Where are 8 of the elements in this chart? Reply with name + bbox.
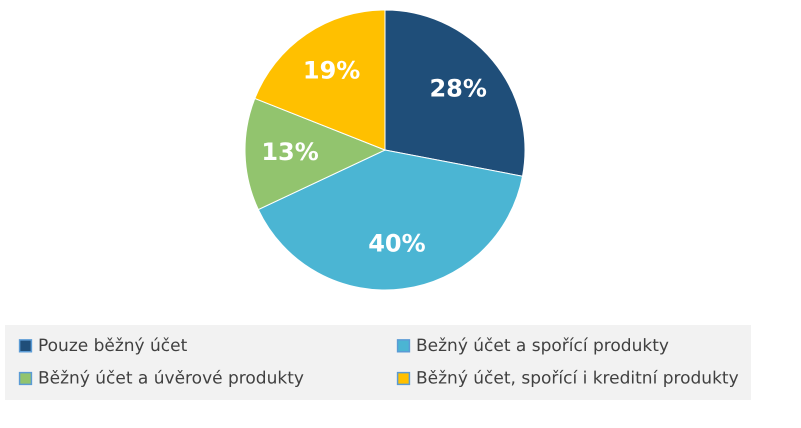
legend-label: Bežný účet a spořící produkty (416, 336, 669, 356)
data-label: 40% (368, 229, 426, 258)
legend-label: Běžný účet a úvěrové produkty (38, 368, 304, 388)
legend-label: Pouze běžný účet (38, 336, 188, 356)
data-label: 13% (261, 138, 319, 166)
data-label: 19% (302, 56, 360, 84)
data-label: 28% (429, 74, 487, 102)
legend-label: Běžný účet, spořící i kreditní produkty (416, 368, 739, 388)
